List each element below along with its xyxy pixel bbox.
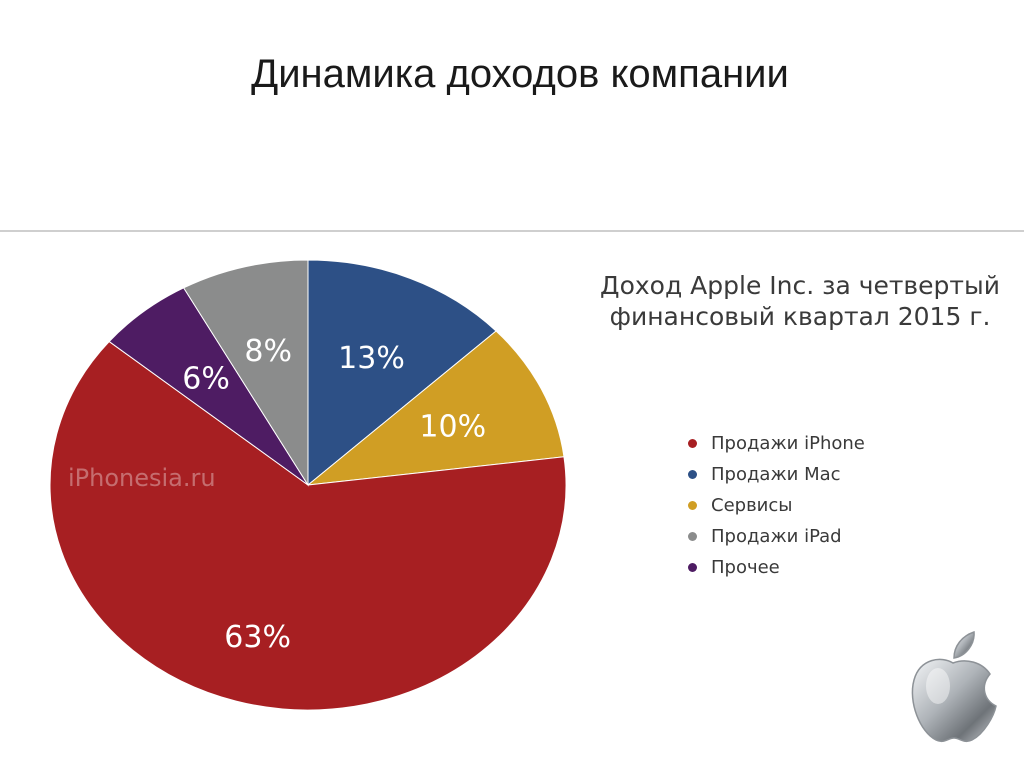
legend-item-4: Прочее [688, 552, 865, 583]
pie-slice-label-0: 13% [338, 341, 405, 376]
legend-marker-0 [688, 439, 697, 448]
legend-item-0: Продажи iPhone [688, 428, 865, 459]
apple-logo-icon [911, 630, 997, 743]
legend-item-2: Сервисы [688, 490, 865, 521]
legend-label-0: Продажи iPhone [711, 433, 865, 454]
pie-slice-0 [307, 259, 497, 487]
pie-slice-label-4: 8% [244, 334, 292, 369]
legend-label-2: Сервисы [711, 495, 793, 516]
chart-title: Доход Apple Inc. за четвертый финансовый… [560, 270, 1024, 332]
chart-legend: Продажи iPhone Продажи Mac Сервисы Продажи … [688, 428, 865, 583]
legend-marker-2 [688, 501, 697, 510]
watermark: iPhonesia.ru [68, 464, 216, 492]
legend-marker-1 [688, 470, 697, 479]
pie-slice-labels: 13% 10% 63% 6% 8% [182, 334, 486, 655]
chart-title-line-2: финансовый квартал 2015 г. [609, 302, 991, 331]
legend-item-1: Продажи Mac [688, 459, 865, 490]
legend-label-3: Продажи iPad [711, 526, 842, 547]
legend-item-3: Продажи iPad [688, 521, 865, 552]
pie-slice-label-1: 10% [419, 410, 486, 445]
pie-slice-4 [182, 259, 309, 487]
pie-slice-label-2: 63% [224, 620, 291, 655]
legend-marker-4 [688, 563, 697, 572]
pie-slices [49, 259, 567, 711]
pie-slice-2 [49, 340, 567, 711]
chart-title-line-1: Доход Apple Inc. за четвертый [600, 271, 1000, 300]
legend-label-4: Прочее [711, 557, 780, 578]
pie-slice-label-3: 6% [182, 362, 230, 397]
legend-marker-3 [688, 532, 697, 541]
pie-slice-1 [306, 330, 565, 486]
legend-label-1: Продажи Mac [711, 464, 841, 485]
slide-title: Динамика доходов компании [251, 52, 789, 96]
chart-panel [0, 230, 1024, 712]
